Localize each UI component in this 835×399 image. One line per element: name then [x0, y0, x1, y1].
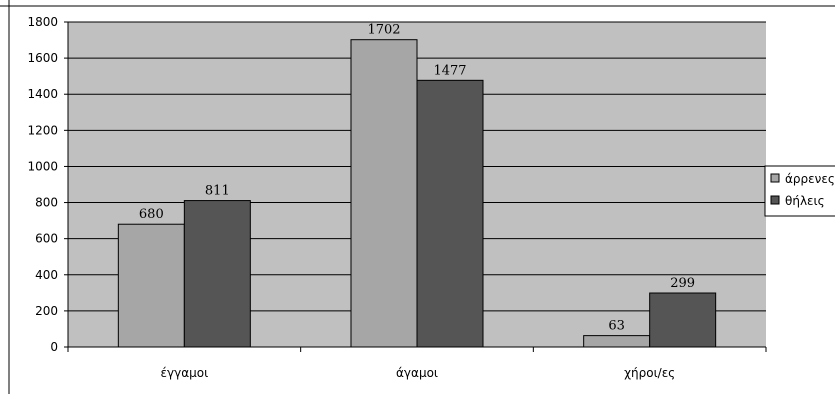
x-category-label: άγαμοι [396, 366, 438, 380]
axes [67, 22, 767, 352]
bar-theleis [183, 200, 251, 348]
bar-arrenes [350, 39, 418, 348]
data-label: 811 [205, 184, 230, 199]
legend-label-arrenes: άρρενες [785, 172, 835, 186]
x-category-label: έγγαμοι [161, 366, 209, 380]
bars [117, 39, 717, 348]
bar-theleis [649, 292, 717, 348]
y-tick-label: 600 [35, 232, 58, 246]
data-label: 63 [608, 319, 625, 334]
y-tick-label: 1400 [27, 87, 58, 101]
legend-swatch-theleis [770, 195, 780, 205]
bar-arrenes [583, 335, 651, 348]
y-axis-ticks: 0 200 400 600 800 1000 1200 1400 1600 1800 [27, 15, 68, 354]
x-category-label: χήροι/ες [624, 366, 675, 380]
data-labels: 680 811 1702 1477 63 299 [139, 23, 695, 334]
legend-swatch-arrenes [770, 173, 780, 183]
y-tick-label: 1000 [27, 159, 58, 173]
y-tick-label: 1800 [27, 15, 58, 29]
data-label: 1702 [367, 23, 400, 38]
y-tick-label: 1600 [27, 51, 58, 65]
bar-arrenes [117, 223, 185, 348]
y-tick-label: 0 [50, 340, 58, 354]
y-tick-label: 400 [35, 268, 58, 282]
data-label: 680 [139, 207, 164, 222]
y-tick-label: 1200 [27, 123, 58, 137]
legend: άρρενες θήλεις [764, 165, 835, 217]
bar-theleis [416, 79, 484, 348]
data-label: 299 [670, 276, 695, 291]
data-label: 1477 [433, 63, 466, 78]
y-tick-label: 800 [35, 196, 58, 210]
legend-label-theleis: θήλεις [785, 194, 825, 208]
y-tick-label: 200 [35, 304, 58, 318]
x-axis-categories: έγγαμοι άγαμοι χήροι/ες [161, 366, 676, 380]
